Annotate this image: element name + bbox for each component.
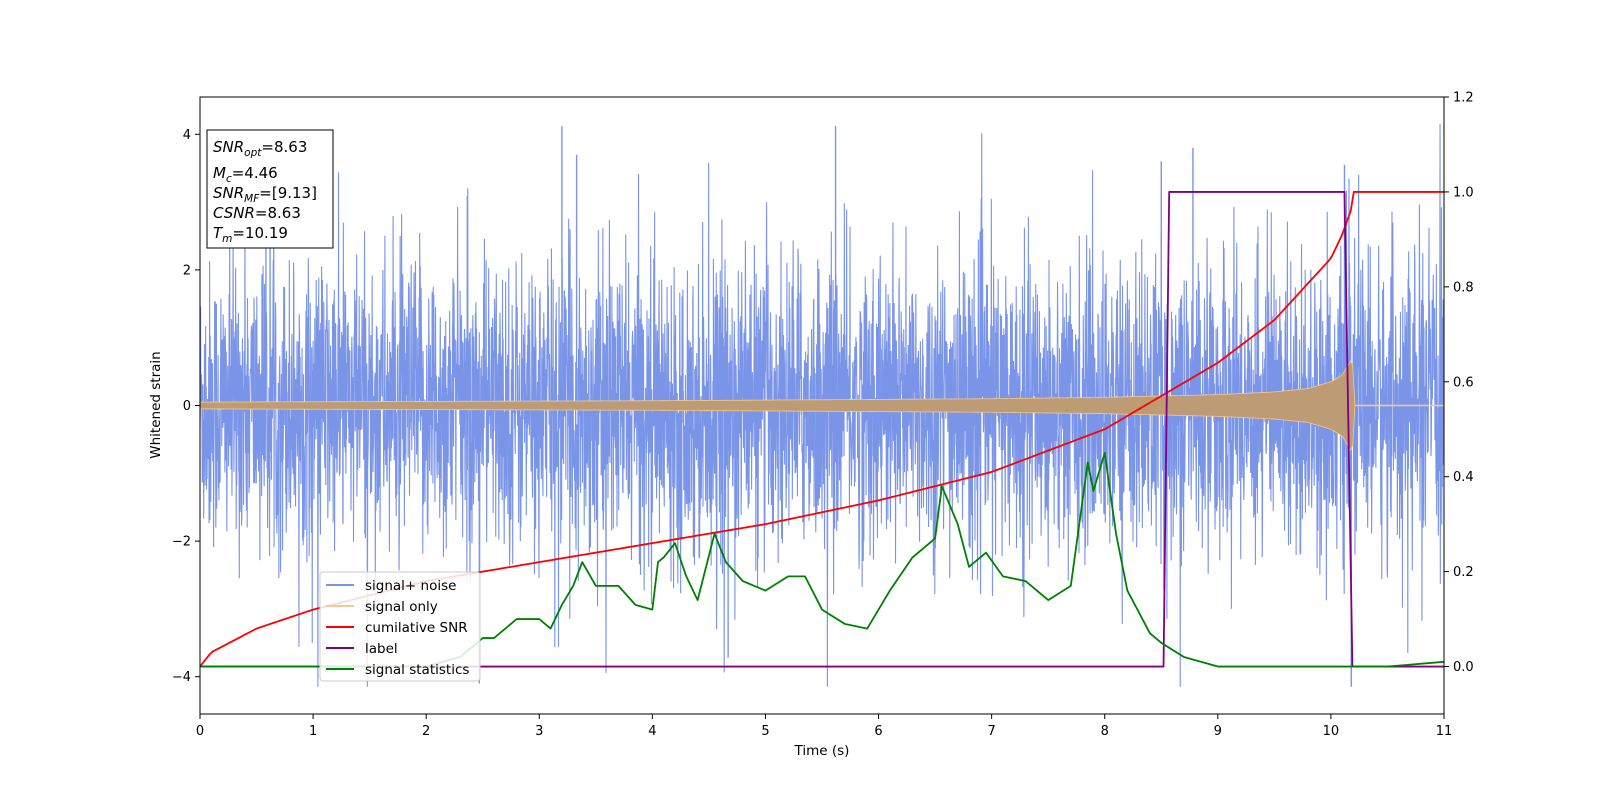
signal-noise-series <box>200 124 1444 687</box>
x-tick-label: 11 <box>1436 724 1453 739</box>
y-tick-label: −2 <box>172 535 191 550</box>
info-tm: Tm=10.19 <box>213 224 288 245</box>
info-csnr: CSNR=8.63 <box>213 204 301 222</box>
y-tick-label: 0 <box>183 399 191 414</box>
y-axis-label: Whitened strain <box>148 351 164 458</box>
legend-label: signal+ noise <box>365 578 456 594</box>
info-mc: Mc=4.46 <box>213 164 278 185</box>
y-tick-label: 2 <box>183 263 191 278</box>
y2-tick-label: 1.2 <box>1453 91 1474 106</box>
x-tick-label: 8 <box>1101 724 1109 739</box>
y2-tick-label: 0.8 <box>1453 280 1474 295</box>
x-tick-label: 9 <box>1214 724 1222 739</box>
x-tick-label: 4 <box>648 724 656 739</box>
x-tick-label: 6 <box>874 724 882 739</box>
info-box: SNRopt=8.63 Mc=4.46 SNRMF=[9.13] CSNR=8.… <box>206 129 334 249</box>
y-axis-left: 4 2 0 −2 −4 <box>172 128 200 685</box>
legend-label: cumilative SNR <box>365 620 468 636</box>
legend: signal+ noise signal only cumilative SNR la… <box>319 571 481 682</box>
y-axis-right: 1.2 1.0 0.8 0.6 0.4 0.2 0.0 <box>1444 91 1474 675</box>
x-axis: 0 1 2 3 4 5 6 7 8 9 10 11 <box>196 714 1452 739</box>
info-snr-opt: SNRopt=8.63 <box>213 138 307 159</box>
legend-label: signal only <box>365 599 438 615</box>
x-tick-label: 7 <box>987 724 995 739</box>
y2-tick-label: 0.0 <box>1453 660 1474 675</box>
y2-tick-label: 0.6 <box>1453 375 1474 390</box>
x-axis-label: Time (s) <box>794 743 850 759</box>
signal-only-series <box>200 359 1444 452</box>
x-tick-label: 0 <box>196 724 204 739</box>
legend-label: label <box>365 641 398 657</box>
info-snr-mf: SNRMF=[9.13] <box>213 184 317 205</box>
x-tick-label: 2 <box>422 724 430 739</box>
x-tick-label: 3 <box>535 724 543 739</box>
y2-tick-label: 0.4 <box>1453 470 1474 485</box>
y2-tick-label: 1.0 <box>1453 185 1474 200</box>
y2-tick-label: 0.2 <box>1453 565 1474 580</box>
x-tick-label: 10 <box>1323 724 1340 739</box>
x-tick-label: 1 <box>309 724 317 739</box>
signal-noise-line <box>200 124 1444 687</box>
x-tick-label: 5 <box>761 724 769 739</box>
y-tick-label: −4 <box>172 670 191 685</box>
legend-label: signal statistics <box>365 662 469 678</box>
signal-statistics-line <box>200 452 1444 668</box>
y-tick-label: 4 <box>183 128 191 143</box>
